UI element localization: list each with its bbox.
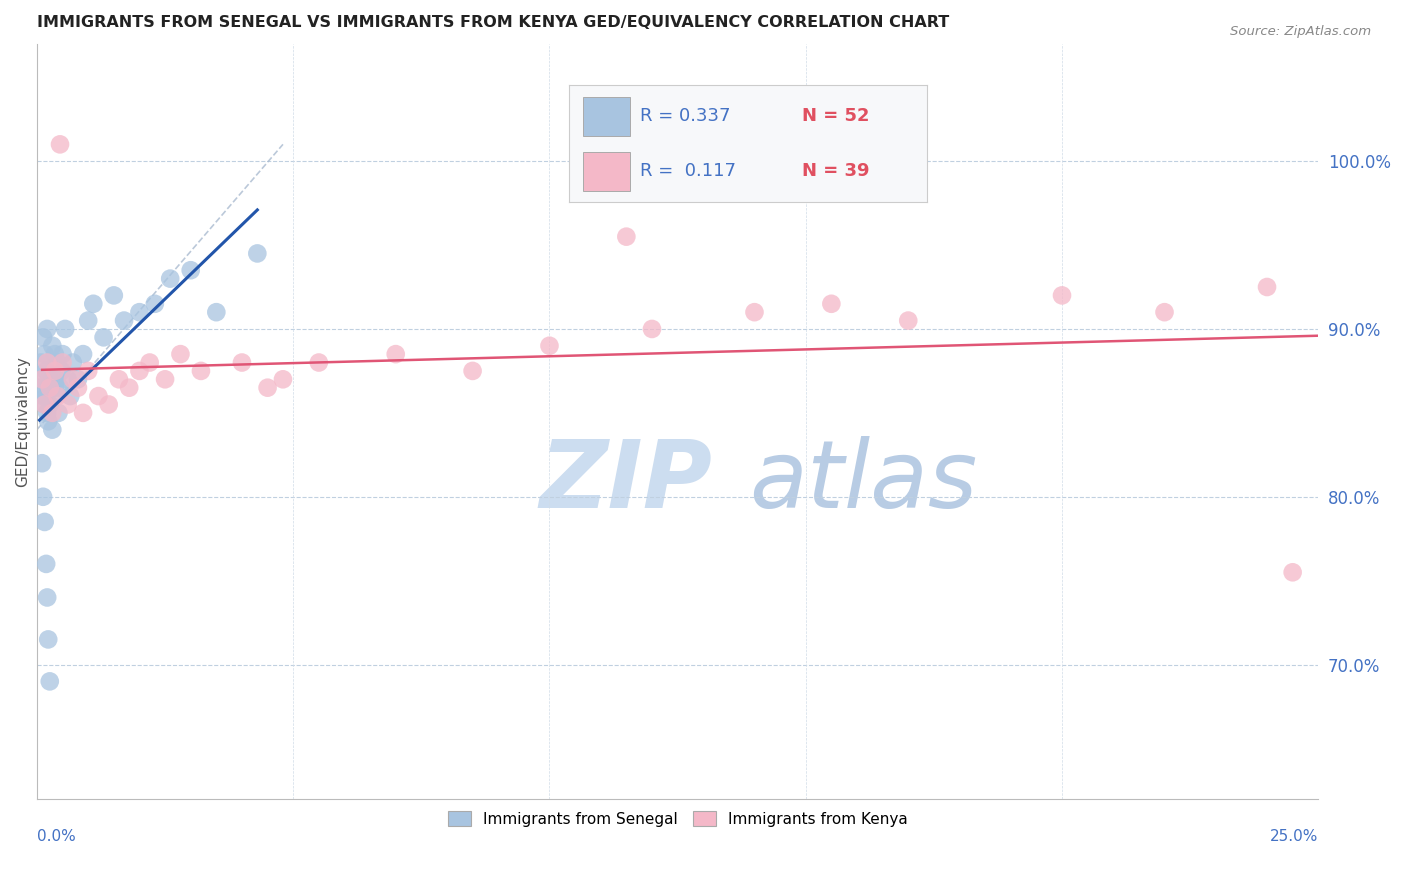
Point [46,389,69,403]
Point [62,355,84,369]
Point [37,381,59,395]
Point [37,406,59,420]
Point [31,456,53,470]
Point [35,557,58,571]
Point [77,364,100,378]
Point [28,381,51,395]
Point [41,339,63,353]
Point [38,381,60,395]
Point [31,372,53,386]
Point [52,347,75,361]
Point [32,490,55,504]
Point [32,389,55,403]
Point [38,674,60,689]
Point [897,313,920,327]
Point [190,364,212,378]
Point [256,381,278,395]
Point [41,406,63,420]
Text: 0.0%: 0.0% [37,829,76,844]
Point [44,364,66,378]
Point [93,330,115,344]
Point [97,397,120,411]
Point [77,313,100,327]
Point [51,364,73,378]
Point [44,347,66,361]
Point [39,381,62,395]
Point [31,372,53,386]
Point [72,406,94,420]
Point [34,397,56,411]
Point [44,381,66,395]
Point [1281,566,1303,580]
Point [744,305,766,319]
Point [45,372,67,386]
Point [38,397,60,411]
Point [41,372,63,386]
Text: 25.0%: 25.0% [1270,829,1319,844]
Point [35,389,58,403]
Point [246,246,269,260]
Point [87,389,110,403]
Point [48,406,70,420]
Point [34,515,56,529]
Point [82,297,104,311]
Point [37,322,59,336]
Point [103,288,125,302]
Text: IMMIGRANTS FROM SENEGAL VS IMMIGRANTS FROM KENYA GED/EQUIVALENCY CORRELATION CHA: IMMIGRANTS FROM SENEGAL VS IMMIGRANTS FR… [37,15,949,30]
Point [30,355,52,369]
Point [461,364,484,378]
Point [614,229,637,244]
Point [46,355,69,369]
Point [49,137,72,152]
Point [66,372,89,386]
Point [112,313,135,327]
Point [641,322,664,336]
Point [37,591,59,605]
Point [128,364,150,378]
Point [153,372,176,386]
Point [37,414,59,428]
Point [38,372,60,386]
Point [1256,280,1278,294]
Point [108,372,131,386]
Text: Source: ZipAtlas.com: Source: ZipAtlas.com [1230,25,1371,38]
Point [308,355,330,369]
Point [820,297,842,311]
Point [62,372,84,386]
Point [53,322,76,336]
Y-axis label: GED/Equivalency: GED/Equivalency [15,356,30,487]
Point [118,381,141,395]
Point [52,355,75,369]
Point [1153,305,1175,319]
Point [66,381,89,395]
Point [128,305,150,319]
Point [37,355,59,369]
Point [169,347,191,361]
Point [34,347,56,361]
Point [205,305,228,319]
Point [32,330,55,344]
Point [538,339,561,353]
Point [180,263,202,277]
Point [42,389,65,403]
Point [41,423,63,437]
Text: atlas: atlas [749,436,977,527]
Point [138,355,160,369]
Point [37,632,59,647]
Point [271,372,294,386]
Point [49,381,72,395]
Point [72,347,94,361]
Point [59,389,82,403]
Legend: Immigrants from Senegal, Immigrants from Kenya: Immigrants from Senegal, Immigrants from… [441,805,914,833]
Text: ZIP: ZIP [540,435,713,528]
Point [56,372,79,386]
Point [143,297,166,311]
Point [384,347,406,361]
Point [231,355,253,369]
Point [34,397,56,411]
Point [56,397,79,411]
Point [35,364,58,378]
Point [1050,288,1073,302]
Point [159,271,181,285]
